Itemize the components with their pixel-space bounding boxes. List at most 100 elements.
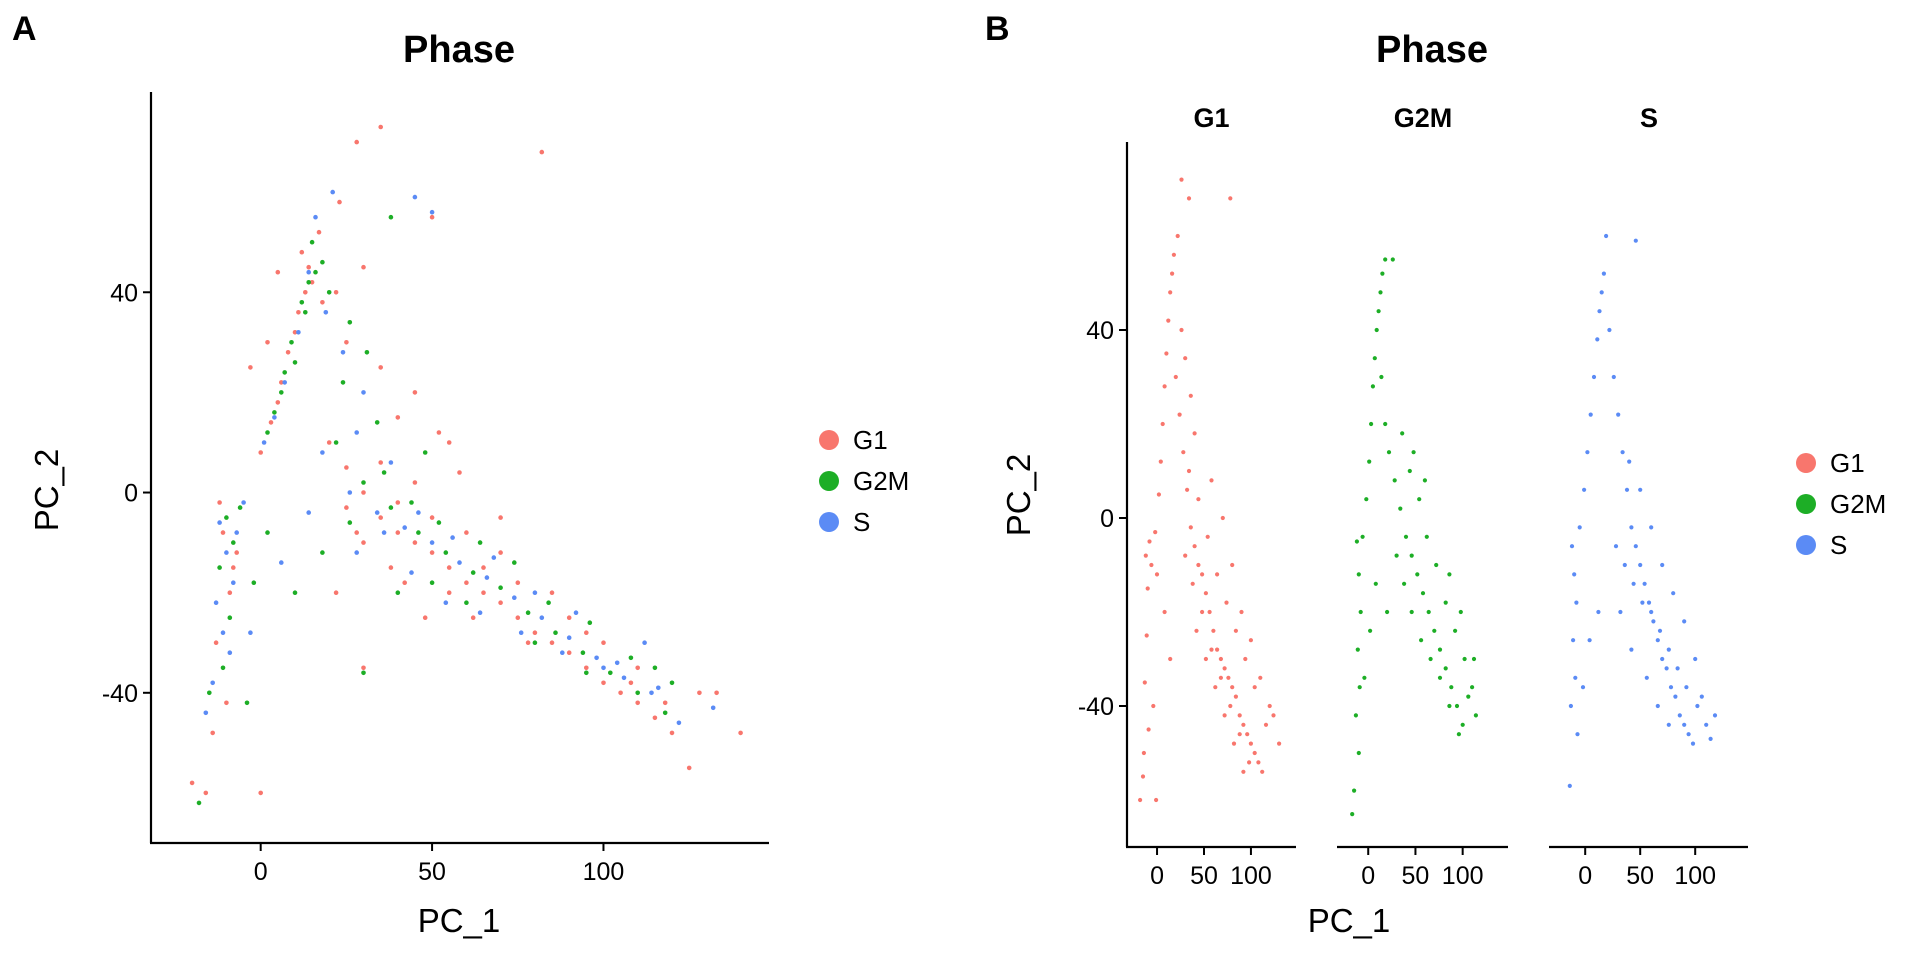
panel-a: A Phase -40 0 40 0 50 100 PC_1 PC_2 G1 G2M S [12, 10, 909, 939]
point-g1 [566, 615, 572, 620]
point-g2m [1379, 374, 1384, 380]
point-s [1613, 544, 1619, 549]
point-g1 [189, 780, 195, 786]
point-s [614, 660, 620, 666]
point-g1 [1222, 713, 1227, 718]
point-g1 [1140, 774, 1146, 779]
point-g1 [1228, 196, 1233, 201]
point-g1 [361, 490, 366, 495]
point-g2m [422, 450, 428, 455]
point-g2m [1374, 327, 1379, 333]
point-s [594, 655, 599, 661]
point-g1 [662, 700, 668, 706]
point-g1 [1241, 722, 1246, 727]
point-g1 [361, 665, 366, 671]
point-s [429, 540, 435, 545]
point-g1 [584, 630, 589, 635]
point-g2m [227, 615, 233, 620]
point-s [1690, 741, 1696, 746]
point-g1 [333, 590, 339, 595]
point-g1 [1241, 769, 1246, 774]
point-g1 [481, 565, 486, 570]
point-s [601, 665, 606, 671]
point-g2m [1422, 478, 1427, 483]
point-g2m [1403, 534, 1409, 539]
point-g2m [1376, 309, 1381, 314]
point-s [313, 214, 318, 220]
point-g1 [210, 730, 215, 736]
point-s [1585, 450, 1590, 455]
point-g2m [289, 340, 294, 345]
point-g1 [1203, 591, 1208, 596]
point-s [340, 350, 346, 355]
point-s [354, 550, 360, 555]
point-s [227, 650, 233, 655]
point-s [1657, 628, 1663, 633]
point-s [1568, 703, 1573, 709]
point-s [1695, 703, 1700, 709]
point-g1 [1224, 600, 1229, 605]
point-g1 [1237, 732, 1242, 737]
panel-a-letter: A [12, 10, 37, 48]
point-g1 [1138, 797, 1143, 803]
y-tick-label: -40 [1078, 693, 1114, 721]
x-tick-label: 0 [1361, 862, 1375, 890]
point-s [1660, 656, 1665, 662]
point-g2m [1355, 647, 1360, 652]
point-g1 [1183, 553, 1188, 558]
point-g1 [446, 590, 452, 595]
point-s [1646, 600, 1652, 605]
point-g2m [429, 580, 435, 585]
point-s [1622, 562, 1627, 568]
point-g1 [464, 580, 469, 585]
point-g1 [1220, 515, 1225, 521]
point-s [484, 575, 490, 580]
point-s [560, 650, 565, 655]
point-g1 [1230, 685, 1235, 690]
point-s [217, 520, 222, 525]
point-g1 [1164, 351, 1169, 356]
point-s [1629, 647, 1634, 652]
point-g2m [1352, 788, 1357, 793]
point-g1 [1263, 722, 1269, 727]
point-g2m [292, 590, 298, 595]
point-s [1675, 666, 1680, 671]
point-s [402, 525, 408, 530]
point-g1 [344, 340, 349, 345]
point-g2m [1437, 675, 1443, 680]
point-g2m [388, 505, 394, 510]
point-g2m [361, 670, 366, 676]
point-g1 [1200, 572, 1205, 577]
point-s [323, 310, 329, 315]
panel-a-title: Phase [403, 29, 515, 71]
point-g1 [285, 350, 291, 355]
panel-a-x-axis-title: PC_1 [418, 902, 501, 939]
point-g2m [1354, 539, 1359, 544]
point-g1 [1151, 703, 1156, 709]
point-g1 [1185, 487, 1190, 492]
point-g1 [1153, 530, 1158, 535]
point-s [1673, 694, 1678, 699]
point-g2m [1385, 609, 1390, 615]
point-g2m [251, 580, 257, 585]
legend-key-s [819, 512, 839, 532]
point-s [1618, 609, 1623, 615]
point-g2m [1417, 497, 1422, 502]
point-g2m [1456, 732, 1461, 737]
point-g1 [1186, 468, 1192, 474]
facet-points [1138, 177, 1282, 803]
point-g2m [1449, 685, 1454, 690]
point-s [1644, 675, 1649, 680]
point-g1 [498, 550, 503, 555]
point-g1 [669, 730, 675, 736]
point-g1 [1179, 327, 1184, 333]
point-g1 [436, 430, 442, 435]
point-g1 [316, 229, 322, 235]
point-g1 [1248, 741, 1253, 746]
point-g1 [422, 615, 428, 620]
legend-key-s [1796, 535, 1816, 555]
point-g1 [299, 249, 305, 255]
point-g2m [532, 640, 538, 645]
point-s [1599, 290, 1604, 295]
